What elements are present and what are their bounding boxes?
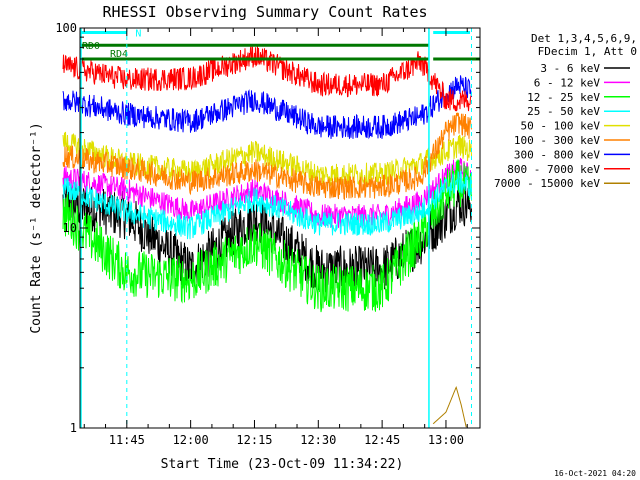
legend: Det 1,3,4,5,6,9, FDecim 1, Att 0 3 - 6 k… (494, 32, 637, 190)
y-tick-label: 1 (70, 421, 77, 435)
series-layer (62, 45, 472, 428)
legend-header-line-2: FDecim 1, Att 0 (538, 45, 637, 58)
legend-label-1: 3 - 6 keV (540, 62, 600, 75)
series-line-3 (62, 159, 472, 313)
x-tick-label: 12:45 (364, 433, 400, 447)
y-tick-label: 100 (55, 21, 77, 35)
series-line-7 (62, 75, 472, 140)
x-tick-label: 11:45 (109, 433, 145, 447)
legend-label-2: 6 - 12 keV (534, 76, 601, 89)
series-line-4 (62, 170, 472, 240)
legend-label-6: 100 - 300 keV (514, 134, 600, 147)
rd0-label: RD0 (82, 41, 100, 52)
series-line-6 (62, 112, 472, 201)
x-tick-label: 12:00 (173, 433, 209, 447)
n-label: N (135, 28, 141, 39)
legend-label-5: 50 - 100 keV (521, 120, 601, 133)
x-tick-label: 12:30 (300, 433, 336, 447)
series-line-8 (62, 45, 472, 112)
legend-label-4: 25 - 50 keV (527, 105, 600, 118)
x-tick-label: 12:15 (236, 433, 272, 447)
rd4-label: RD4 (110, 49, 128, 60)
x-tick-label: 13:00 (428, 433, 464, 447)
x-axis-label: Start Time (23-Oct-09 11:34:22) (161, 457, 404, 472)
y-tick-label: 10 (63, 221, 77, 235)
y-axis-label: Count Rate (s⁻¹ detector⁻¹) (29, 122, 44, 333)
legend-label-8: 800 - 7000 keV (507, 163, 600, 176)
timestamp: 16-Oct-2021 04:20 (554, 469, 636, 478)
series-line-9 (432, 385, 467, 428)
legend-header-line-1: Det 1,3,4,5,6,9, (531, 32, 637, 45)
legend-label-3: 12 - 25 keV (527, 91, 600, 104)
legend-label-7: 300 - 800 keV (514, 148, 600, 161)
axes-layer: 1 10 100 11:45 12:00 12:15 12:30 12:45 13:00 (55, 21, 480, 447)
chart-title: RHESSI Observing Summary Count Rates (102, 3, 427, 21)
legend-label-9: 7000 - 15000 keV (494, 177, 600, 190)
series-line-5 (62, 131, 472, 187)
